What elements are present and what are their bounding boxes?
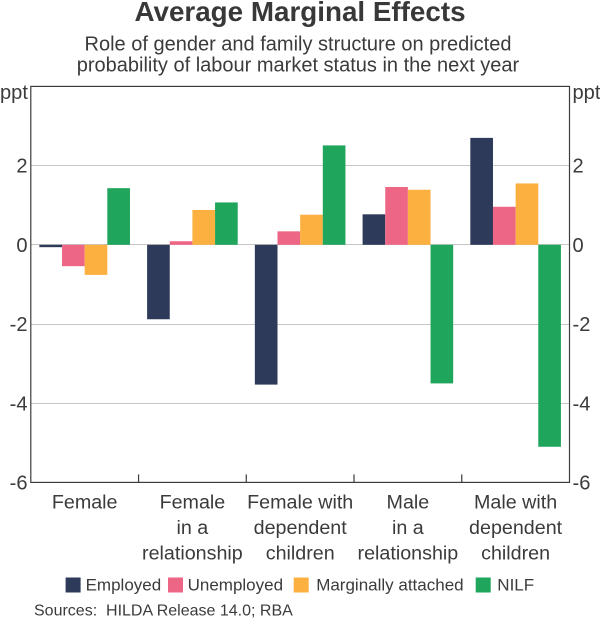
svg-text:ppt: ppt — [0, 82, 28, 104]
svg-text:in a: in a — [177, 517, 209, 539]
svg-text:children: children — [481, 543, 550, 565]
svg-text:Female: Female — [52, 491, 118, 513]
svg-text:ppt: ppt — [573, 82, 600, 104]
svg-text:Employed: Employed — [86, 576, 162, 595]
svg-text:in a: in a — [392, 517, 424, 539]
svg-text:Male with: Male with — [474, 491, 557, 513]
svg-text:0: 0 — [16, 235, 27, 257]
svg-text:Male: Male — [387, 491, 430, 513]
svg-text:relationship: relationship — [142, 543, 243, 565]
svg-text:-4: -4 — [573, 393, 591, 415]
svg-text:Marginally attached: Marginally attached — [316, 576, 463, 595]
svg-text:probability of labour market s: probability of labour market status in t… — [77, 55, 520, 77]
svg-text:dependent: dependent — [254, 517, 348, 539]
svg-text:Female with: Female with — [247, 491, 353, 513]
svg-text:-2: -2 — [10, 314, 28, 336]
svg-text:relationship: relationship — [358, 543, 459, 565]
svg-text:Sources: HILDA Release 14.0;: Sources: HILDA Release 14.0; RBA — [34, 602, 293, 619]
svg-text:NILF: NILF — [497, 576, 534, 595]
svg-text:-6: -6 — [573, 473, 591, 495]
svg-text:2: 2 — [16, 156, 27, 178]
svg-text:-2: -2 — [573, 314, 591, 336]
svg-text:0: 0 — [573, 235, 584, 257]
svg-text:-4: -4 — [10, 393, 28, 415]
svg-text:children: children — [266, 543, 335, 565]
svg-text:Role of gender and family stru: Role of gender and family structure on p… — [85, 34, 512, 56]
svg-text:-6: -6 — [10, 473, 28, 495]
svg-text:Female: Female — [160, 491, 226, 513]
svg-text:Unemployed: Unemployed — [188, 576, 283, 595]
svg-text:dependent: dependent — [469, 517, 563, 539]
svg-text:Average Marginal Effects: Average Marginal Effects — [134, 0, 465, 27]
svg-text:2: 2 — [573, 156, 584, 178]
